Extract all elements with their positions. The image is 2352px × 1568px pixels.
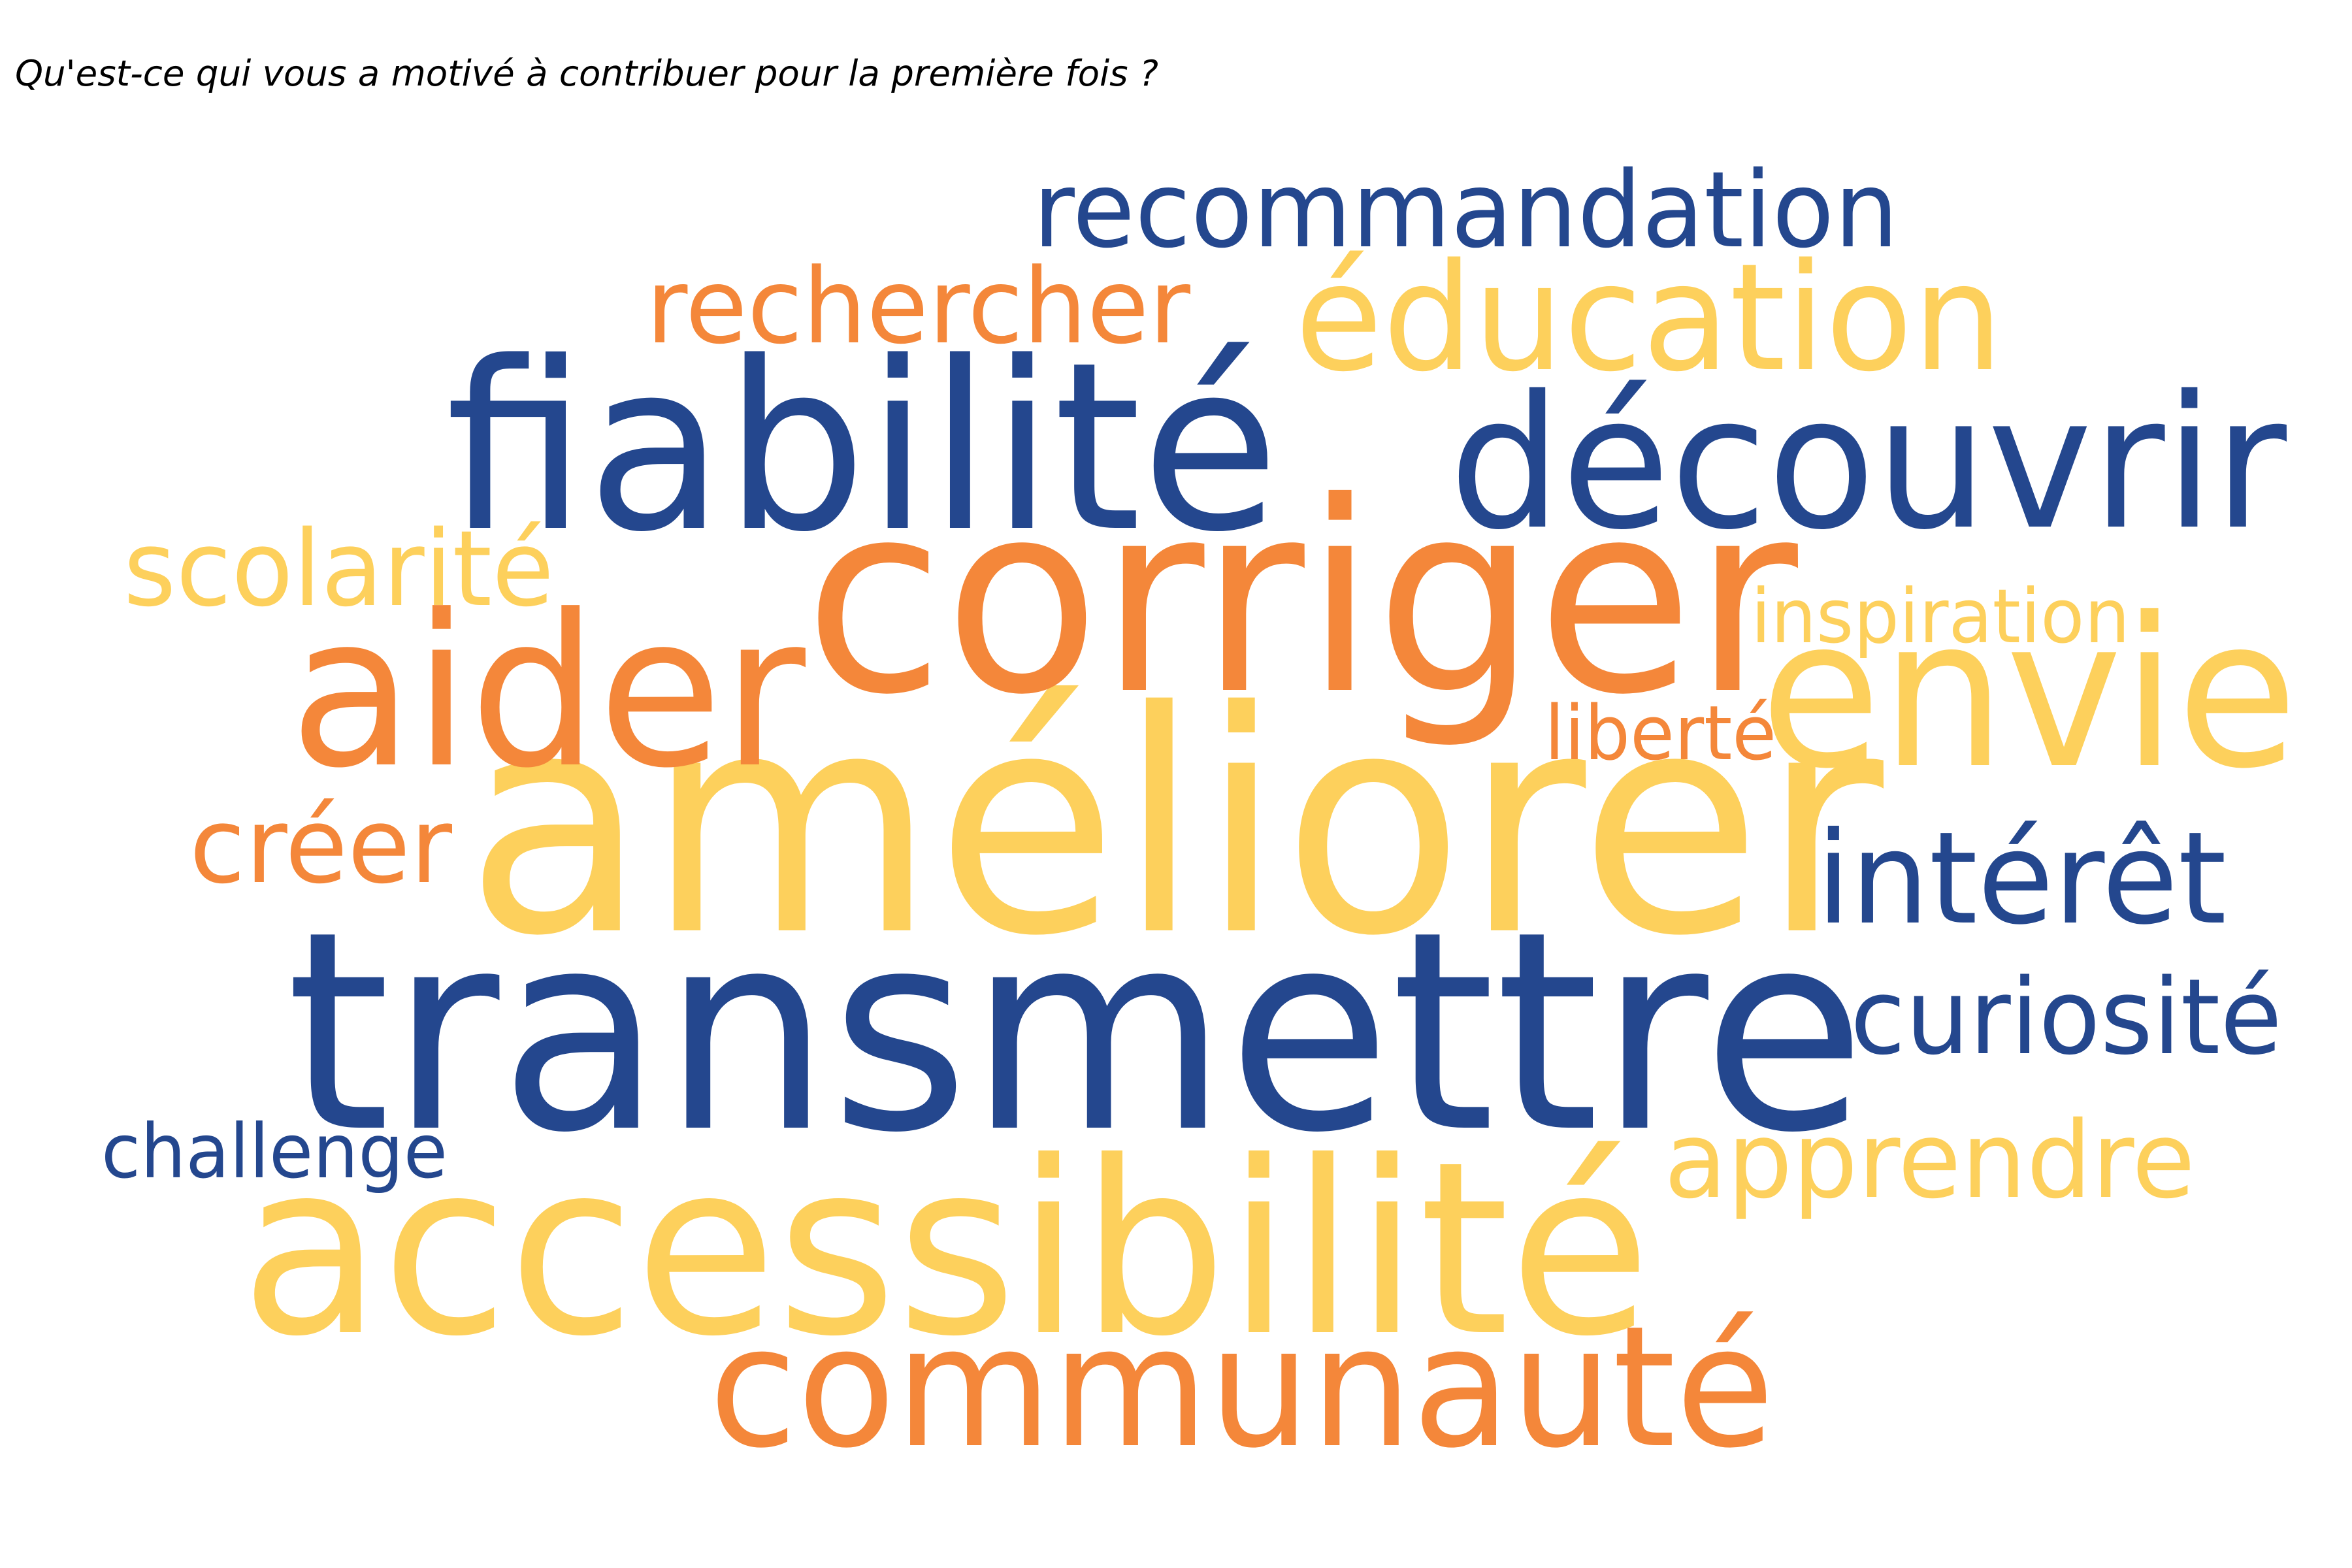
word-scolarite: scolarité <box>123 508 554 630</box>
word-envie: envie <box>1760 574 2298 814</box>
word-inspiration: inspiration <box>1751 573 2130 660</box>
word-transmettre: transmettre <box>286 873 1866 1193</box>
word-curiosite: curiosité <box>1850 956 2282 1078</box>
word-education: éducation <box>1295 231 2003 404</box>
word-recommandation: recommandation <box>1033 149 1899 271</box>
word-rechercher: rechercher <box>646 246 1191 367</box>
word-challenge: challenge <box>101 1108 448 1195</box>
word-corriger: corriger <box>804 446 1801 753</box>
word-interet: intérêt <box>1816 804 2227 953</box>
word-fiabilite: fiabilité <box>446 312 1279 583</box>
word-communaute: communauté <box>709 1290 1774 1485</box>
word-aider: aider <box>289 570 808 814</box>
question-title: Qu'est-ce qui vous a motivé à contribuer… <box>15 53 1158 94</box>
word-decouvrir: découvrir <box>1449 357 2289 570</box>
word-accessibilite: accessibilité <box>240 1111 1651 1389</box>
word-apprendre: apprendre <box>1664 1100 2195 1222</box>
word-creer: créer <box>189 785 452 907</box>
word-ameliorer: améliorer <box>465 646 1887 1003</box>
word-liberte: liberté <box>1544 690 1776 777</box>
